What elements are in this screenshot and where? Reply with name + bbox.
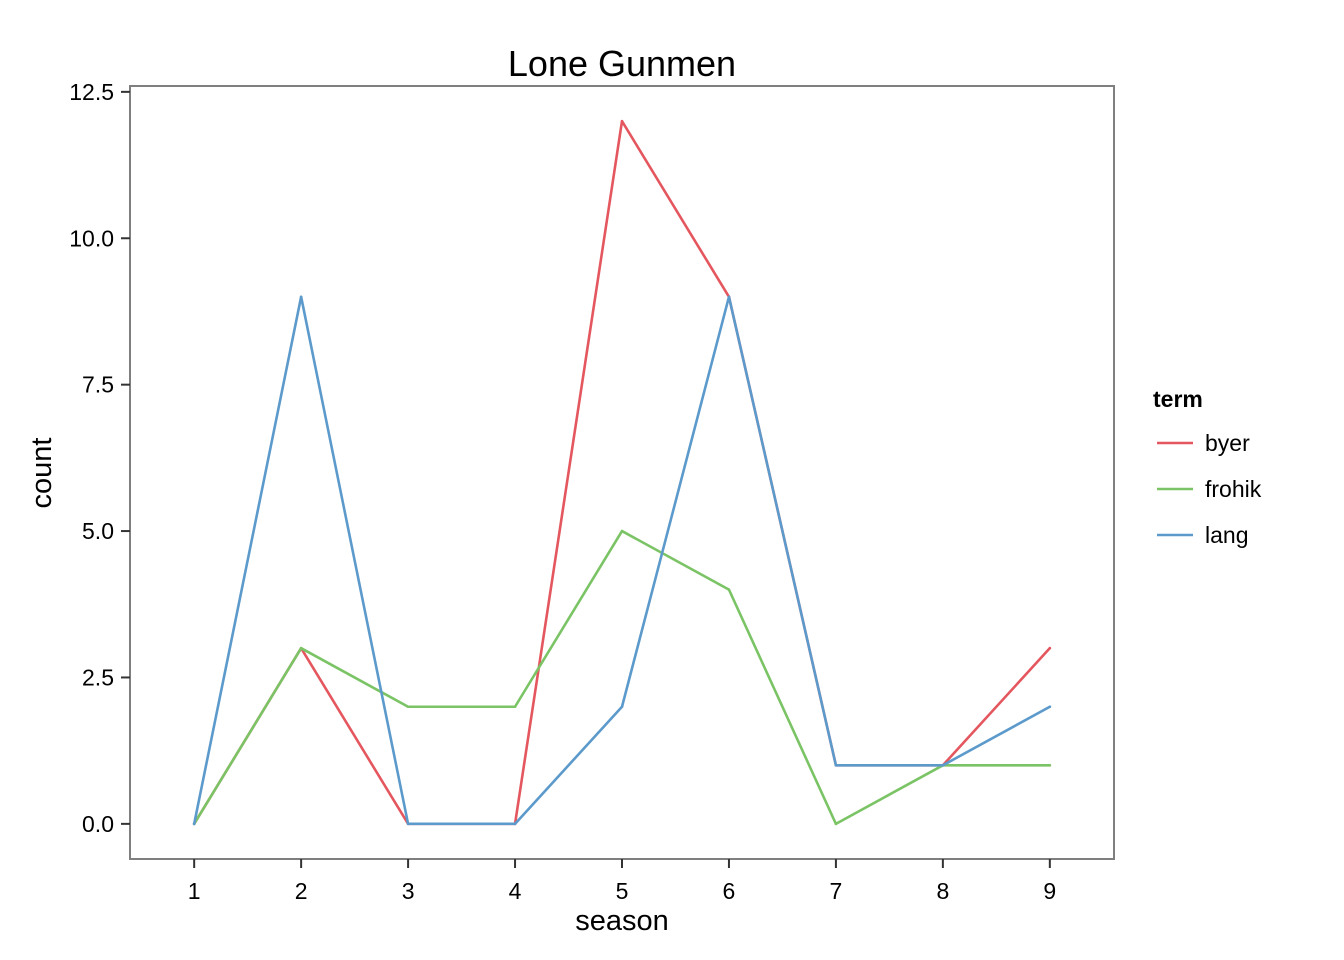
legend: term byer frohik lang [1153,386,1262,548]
data-point [620,705,624,709]
x-tick-label: 2 [295,878,308,904]
y-tick-label: 12.5 [69,79,114,105]
legend-title: term [1153,386,1203,412]
y-tick-label: 7.5 [82,372,114,398]
data-point [620,119,624,123]
y-tick-label: 10.0 [69,225,114,251]
x-tick-label: 1 [188,878,201,904]
data-point [299,646,303,650]
data-point [941,764,945,767]
data-point [192,822,196,826]
x-tick-label: 7 [830,878,843,904]
data-point [727,588,731,591]
data-point [834,822,838,826]
x-tick-label: 8 [936,878,949,904]
x-tick-label: 9 [1043,878,1056,904]
data-point [513,822,517,826]
legend-label: frohik [1205,476,1262,502]
x-tick-label: 6 [723,878,736,904]
data-point [1048,764,1052,767]
data-point [834,764,838,767]
legend-item-lang: lang [1157,522,1248,548]
x-tick-label: 3 [402,878,415,904]
y-axis: 0.0 2.5 5.0 7.5 10.0 12.5 [69,79,130,837]
data-point [406,822,410,826]
legend-label: byer [1205,430,1250,456]
legend-item-frohik: frohik [1157,476,1262,502]
y-axis-title: count [26,438,58,509]
x-axis-title: season [575,905,669,937]
y-tick-label: 5.0 [82,518,114,544]
x-axis: 1 2 3 4 5 6 7 8 9 [188,859,1056,904]
series-layer [192,119,1052,826]
data-point [727,295,731,299]
legend-label: lang [1205,522,1248,548]
y-tick-label: 0.0 [82,811,114,837]
data-point [513,705,517,709]
legend-items: byer frohik lang [1157,430,1262,548]
x-tick-label: 5 [616,878,629,904]
legend-item-byer: byer [1157,430,1250,456]
series-lang [192,295,1052,826]
x-tick-label: 4 [509,878,522,904]
data-point [1048,705,1052,709]
chart-title: Lone Gunmen [508,43,736,84]
data-point [620,529,624,533]
y-tick-label: 2.5 [82,664,114,690]
data-point [299,295,303,299]
data-point [1048,646,1052,650]
data-point [406,705,410,709]
